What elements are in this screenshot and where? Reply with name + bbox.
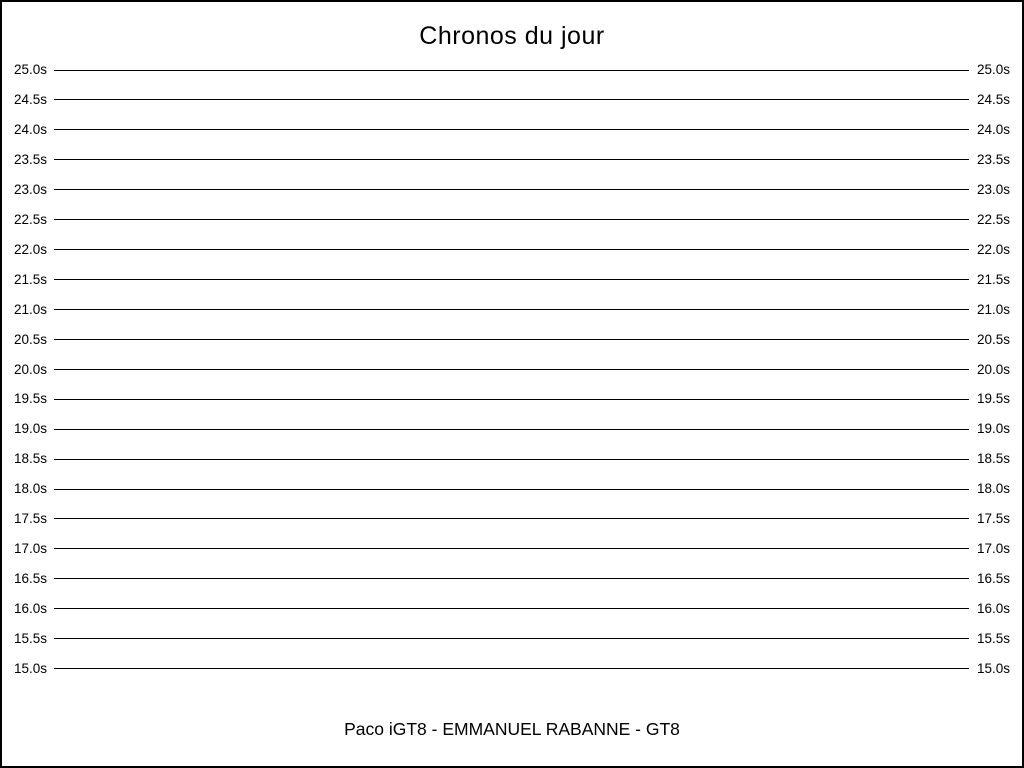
ytick-label-right: 20.0s — [977, 361, 1011, 377]
ytick-label-right: 22.5s — [977, 211, 1011, 227]
ytick-label-left: 20.0s — [13, 361, 47, 377]
ytick-label-right: 24.0s — [977, 122, 1011, 138]
ytick-label-right: 22.0s — [977, 241, 1011, 257]
gridline — [54, 159, 969, 161]
gridline — [54, 249, 969, 251]
ytick-label-left: 18.5s — [13, 451, 47, 467]
grid-row: 23.0s 23.0s — [8, 181, 1016, 199]
ytick-label-left: 22.0s — [13, 241, 47, 257]
ytick-label-left: 23.5s — [13, 152, 47, 168]
gridline — [54, 428, 969, 430]
ytick-label-right: 18.5s — [977, 451, 1011, 467]
grid-row: 23.5s 23.5s — [8, 151, 1016, 169]
grid-row: 16.0s 16.0s — [8, 600, 1016, 618]
grid-row: 20.0s 20.0s — [8, 360, 1016, 378]
ytick-label-left: 19.0s — [13, 421, 47, 437]
grid-row: 19.0s 19.0s — [8, 420, 1016, 438]
ytick-label-right: 16.0s — [977, 600, 1011, 616]
gridline — [54, 548, 969, 550]
gridline — [54, 638, 969, 640]
grid-row: 15.5s 15.5s — [8, 630, 1016, 648]
gridline — [54, 308, 969, 310]
ytick-label-left: 24.0s — [13, 122, 47, 138]
gridline — [54, 99, 969, 101]
ytick-label-right: 15.5s — [977, 630, 1011, 646]
ytick-label-right: 20.5s — [977, 331, 1011, 347]
grid-row: 24.0s 24.0s — [8, 121, 1016, 139]
grid-row: 22.0s 22.0s — [8, 241, 1016, 259]
grid-row: 20.5s 20.5s — [8, 330, 1016, 348]
grid-row: 17.5s 17.5s — [8, 510, 1016, 528]
gridline — [54, 488, 969, 490]
ytick-label-left: 20.5s — [13, 331, 47, 347]
ytick-label-right: 23.5s — [977, 152, 1011, 168]
ytick-label-right: 15.0s — [977, 660, 1011, 676]
ytick-label-left: 24.5s — [13, 92, 47, 108]
ytick-label-right: 17.5s — [977, 511, 1011, 527]
ytick-label-left: 18.0s — [13, 481, 47, 497]
ytick-label-right: 17.0s — [977, 541, 1011, 557]
gridline — [54, 368, 969, 370]
gridline — [54, 219, 969, 221]
grid-row: 24.5s 24.5s — [8, 91, 1016, 109]
ytick-label-right: 19.0s — [977, 421, 1011, 437]
gridline — [54, 398, 969, 400]
grid-row: 18.5s 18.5s — [8, 450, 1016, 468]
chart-footer: Paco iGT8 - EMMANUEL RABANNE - GT8 — [344, 719, 680, 739]
gridline — [54, 458, 969, 460]
grid-row: 16.5s 16.5s — [8, 570, 1016, 588]
ytick-label-left: 16.5s — [13, 571, 47, 587]
ytick-label-right: 21.0s — [977, 301, 1011, 317]
ytick-label-left: 16.0s — [13, 600, 47, 616]
grid-row: 21.0s 21.0s — [8, 300, 1016, 318]
grid-row: 22.5s 22.5s — [8, 211, 1016, 229]
gridline — [54, 518, 969, 520]
ytick-label-right: 23.0s — [977, 181, 1011, 197]
gridline — [54, 578, 969, 580]
ytick-label-left: 22.5s — [13, 211, 47, 227]
ytick-label-left: 23.0s — [13, 181, 47, 197]
grid-row: 21.5s 21.5s — [8, 271, 1016, 289]
ytick-label-right: 24.5s — [977, 92, 1011, 108]
grid-row: 25.0s 25.0s — [8, 61, 1016, 79]
gridline — [54, 608, 969, 610]
ytick-label-right: 25.0s — [977, 62, 1011, 78]
ytick-label-left: 15.0s — [13, 660, 47, 676]
ytick-label-left: 21.0s — [13, 301, 47, 317]
ytick-label-left: 15.5s — [13, 630, 47, 646]
gridline — [54, 129, 969, 131]
gridline — [54, 668, 969, 670]
ytick-label-left: 25.0s — [13, 62, 47, 78]
ytick-label-left: 19.5s — [13, 391, 47, 407]
gridline — [54, 338, 969, 340]
gridline — [54, 69, 969, 71]
gridline — [54, 189, 969, 191]
grid-row: 15.0s 15.0s — [8, 660, 1016, 678]
ytick-label-right: 21.5s — [977, 271, 1011, 287]
ytick-label-left: 17.0s — [13, 541, 47, 557]
grid-row: 18.0s 18.0s — [8, 480, 1016, 498]
grid-row: 17.0s 17.0s — [8, 540, 1016, 558]
ytick-label-left: 17.5s — [13, 511, 47, 527]
ytick-label-right: 19.5s — [977, 391, 1011, 407]
chart-title: Chronos du jour — [419, 22, 605, 50]
ytick-label-left: 21.5s — [13, 271, 47, 287]
ytick-label-right: 18.0s — [977, 481, 1011, 497]
ytick-label-right: 16.5s — [977, 571, 1011, 587]
grid-row: 19.5s 19.5s — [8, 390, 1016, 408]
gridline — [54, 279, 969, 280]
